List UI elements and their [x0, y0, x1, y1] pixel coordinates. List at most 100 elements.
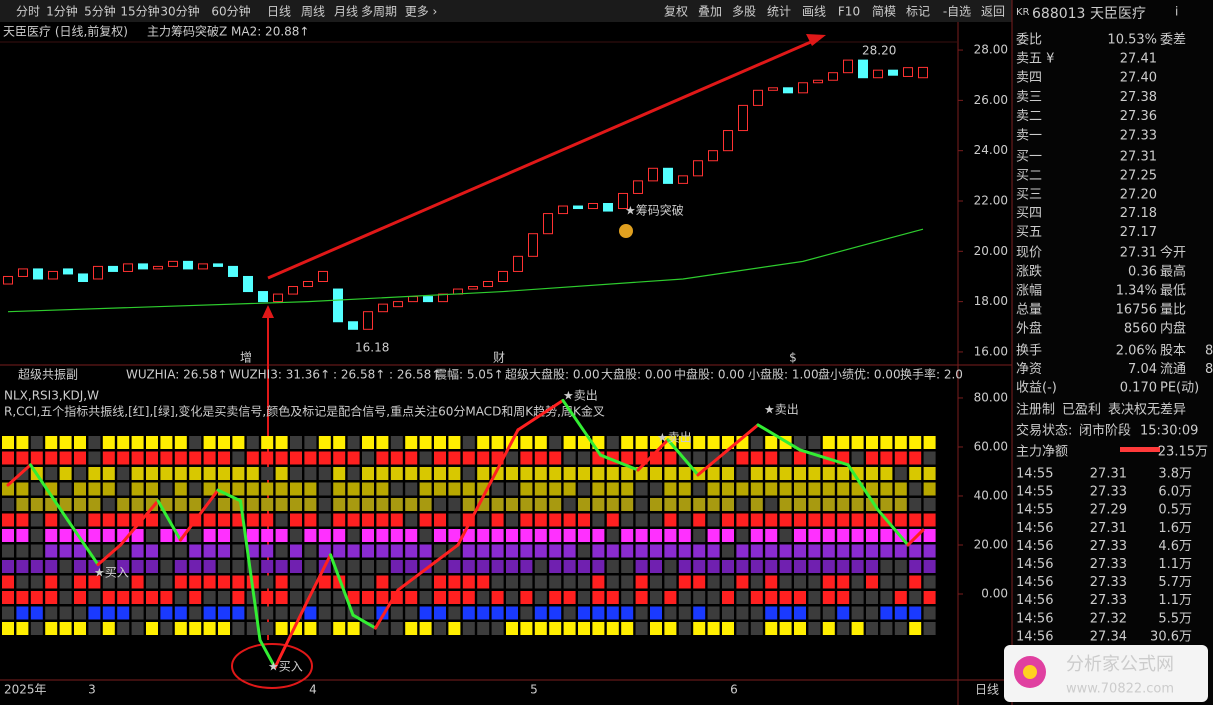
tool-button[interactable]: F10	[838, 5, 860, 19]
legend-entry: 小盘股: 1.00	[748, 367, 819, 382]
tool-button[interactable]: 画线	[802, 5, 826, 19]
block	[74, 436, 86, 449]
block	[794, 560, 806, 573]
block	[448, 467, 461, 480]
stock-code: 688013	[1032, 6, 1085, 22]
block	[592, 529, 605, 542]
resonance-line	[66, 518, 100, 567]
block	[880, 498, 893, 511]
block	[74, 451, 86, 465]
candle	[33, 268, 43, 280]
tool-button[interactable]: 标记	[906, 5, 930, 19]
block	[102, 529, 115, 542]
period-tab[interactable]: 分时	[16, 5, 40, 19]
block	[102, 591, 115, 604]
trade-price: 27.32	[1090, 611, 1127, 626]
block	[837, 529, 850, 542]
block	[549, 513, 562, 527]
block	[765, 436, 778, 449]
legend-entry: : 26.58↑	[389, 368, 441, 382]
block	[203, 591, 216, 604]
block	[549, 575, 562, 589]
block	[650, 591, 662, 604]
period-tab[interactable]: 日线	[267, 5, 291, 19]
block	[520, 606, 533, 620]
block	[534, 591, 547, 604]
block	[390, 544, 403, 558]
block	[851, 529, 864, 542]
block	[376, 622, 389, 635]
block	[304, 482, 317, 496]
block	[174, 544, 187, 558]
tool-button[interactable]: 统计	[767, 5, 791, 19]
block	[102, 575, 115, 589]
resonance-line	[876, 508, 910, 547]
block	[275, 451, 288, 465]
period-tab[interactable]: 更多 ›	[405, 5, 438, 19]
resonance-line	[666, 438, 700, 477]
block	[30, 544, 43, 558]
block	[635, 482, 648, 496]
tool-button[interactable]: 叠加	[698, 5, 722, 19]
block	[261, 467, 274, 480]
block	[765, 513, 778, 527]
trade-time: 14:56	[1016, 593, 1053, 608]
block	[808, 606, 821, 620]
block	[390, 622, 403, 635]
block	[146, 622, 158, 635]
block	[851, 606, 864, 620]
period-tab[interactable]: 30分钟	[160, 4, 199, 19]
period-tab[interactable]: 周线	[301, 5, 325, 19]
tool-button[interactable]: 复权	[664, 5, 688, 19]
block	[2, 575, 14, 589]
tool-button[interactable]: 多股	[732, 5, 756, 19]
block	[362, 451, 374, 465]
block	[376, 575, 389, 589]
block	[678, 606, 691, 620]
candle	[168, 260, 178, 267]
arrow-head	[262, 305, 274, 318]
block	[102, 498, 115, 511]
tool-button[interactable]: -自选	[943, 5, 971, 19]
period-tab[interactable]: 月线	[334, 5, 358, 19]
x-tick-label: 6	[730, 683, 738, 697]
period-tab[interactable]: 60分钟	[211, 4, 250, 19]
block	[117, 591, 130, 604]
block	[765, 591, 778, 604]
block	[880, 575, 893, 589]
side-panel-bg	[1012, 0, 1213, 705]
block	[606, 513, 619, 527]
block	[246, 436, 259, 449]
block	[318, 544, 331, 558]
block	[923, 544, 936, 558]
period-tab[interactable]: 多周期	[361, 5, 397, 19]
block	[894, 467, 907, 480]
tool-button[interactable]: 返回	[981, 5, 1005, 19]
block	[851, 436, 864, 449]
block	[131, 467, 144, 480]
block	[563, 622, 576, 635]
block	[174, 591, 187, 604]
block	[592, 498, 605, 511]
block	[16, 498, 29, 511]
block	[722, 622, 734, 635]
period-tab[interactable]: 1分钟	[46, 4, 78, 19]
block	[189, 606, 202, 620]
ask-price: 27.36	[1120, 109, 1157, 124]
block	[808, 467, 821, 480]
block	[174, 436, 187, 449]
tool-button[interactable]: 简模	[872, 5, 896, 19]
block	[74, 482, 86, 496]
block	[419, 606, 432, 620]
block	[736, 622, 749, 635]
period-tab[interactable]: 5分钟	[84, 4, 116, 19]
block	[477, 575, 490, 589]
block	[376, 498, 389, 511]
block	[146, 606, 158, 620]
block	[750, 622, 763, 635]
block	[318, 529, 331, 542]
candle	[3, 275, 13, 285]
period-tab[interactable]: 15分钟	[120, 4, 159, 19]
block	[59, 529, 72, 542]
resonance-line	[906, 528, 925, 547]
